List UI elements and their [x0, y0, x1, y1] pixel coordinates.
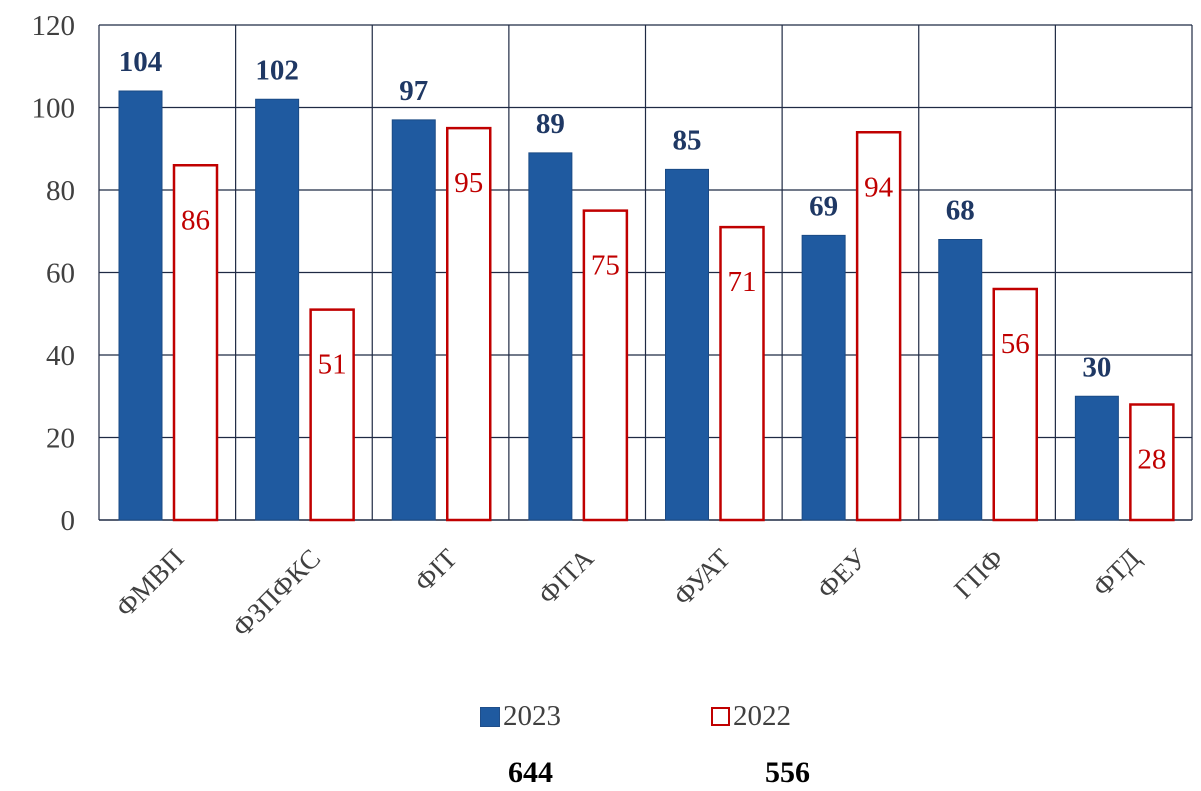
legend-swatch-2022 — [711, 707, 730, 726]
data-label-2022-4: 71 — [728, 266, 757, 298]
y-tick-label-60: 60 — [46, 258, 75, 290]
bar-2022-2 — [446, 126, 492, 522]
category-label-6: ГПФ — [948, 543, 1009, 604]
category-label-7: ФТД — [1087, 543, 1146, 602]
category-label-4: ФУАТ — [668, 543, 737, 612]
legend-item-2022: 2022 — [711, 700, 791, 733]
category-label-5: ФЕУ — [811, 542, 873, 604]
bar-2023-3 — [528, 152, 573, 521]
bar-2022-5 — [855, 131, 902, 522]
data-label-2023-7: 30 — [1082, 351, 1111, 383]
data-label-2023-6: 68 — [946, 195, 975, 227]
y-tick-label-20: 20 — [46, 423, 75, 455]
y-tick-label-0: 0 — [61, 505, 76, 537]
bar-2023-6 — [938, 239, 983, 521]
bar-2023-5 — [801, 234, 846, 521]
bar-2023-2 — [391, 119, 436, 521]
bar-2022-3 — [582, 209, 629, 522]
legend: 2023 2022 — [480, 700, 791, 733]
y-tick-label-80: 80 — [46, 175, 75, 207]
bar-2022-7 — [1129, 403, 1175, 522]
y-tick-label-40: 40 — [46, 340, 75, 372]
legend-label-2022: 2022 — [733, 700, 791, 732]
bar-2022-4 — [719, 225, 765, 522]
category-label-0: ФМВП — [110, 543, 190, 623]
data-label-2023-0: 104 — [119, 46, 163, 78]
legend-swatch-2023 — [480, 706, 500, 727]
total-2022: 556 — [765, 756, 810, 789]
bar-2023-1 — [255, 98, 300, 521]
data-label-2023-5: 69 — [809, 190, 838, 222]
data-label-2022-2: 95 — [454, 167, 483, 199]
y-tick-label-120: 120 — [32, 10, 76, 42]
category-label-2: ФІТ — [408, 543, 463, 598]
total-2023: 644 — [508, 756, 553, 789]
bar-chart: 0 20 40 60 80 100 120 104 86 ФМВП 102 51 ФЗПФКС 97 95 Ф… — [32, 10, 1193, 643]
data-label-2022-5: 94 — [864, 171, 894, 203]
category-label-3: ФІТА — [532, 543, 600, 611]
data-label-2022-0: 86 — [181, 204, 210, 236]
legend-item-2023: 2023 — [480, 700, 561, 733]
legend-label-2023: 2023 — [503, 700, 561, 732]
data-label-2023-2: 97 — [399, 75, 428, 107]
data-label-2023-4: 85 — [673, 124, 702, 156]
category-label-1: ФЗПФКС — [226, 543, 326, 643]
data-label-2022-7: 28 — [1137, 444, 1166, 476]
bar-2023-7 — [1074, 395, 1119, 521]
data-label-2022-3: 75 — [591, 250, 620, 282]
bar-2023-0 — [118, 90, 163, 521]
bar-2022-0 — [172, 164, 219, 522]
bar-2022-1 — [309, 308, 355, 522]
data-label-2022-6: 56 — [1001, 328, 1030, 360]
data-label-2023-1: 102 — [255, 54, 299, 86]
bar-2022-6 — [992, 287, 1038, 522]
bar-2023-4 — [665, 168, 709, 521]
y-tick-label-100: 100 — [32, 93, 76, 125]
data-label-2023-3: 89 — [536, 108, 565, 140]
data-label-2022-1: 51 — [318, 349, 347, 381]
